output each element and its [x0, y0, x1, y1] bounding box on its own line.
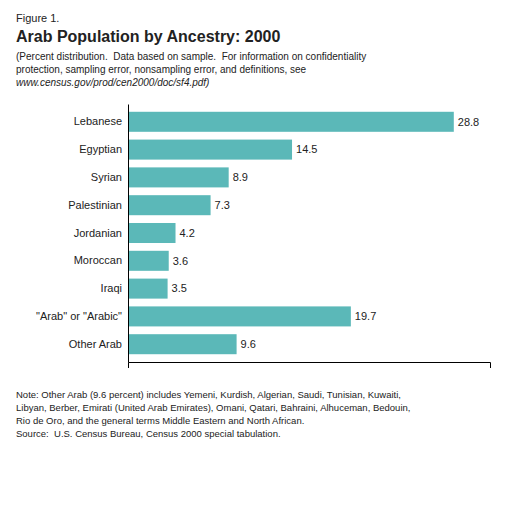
bar [128, 167, 229, 187]
data-label: 7.3 [215, 199, 230, 211]
y-tick: Other Arab [69, 338, 122, 350]
bar [128, 223, 176, 243]
chart-svg: Figure 1. Arab Population by Ancestry: 20… [0, 0, 526, 512]
y-tick-label: Other Arab [69, 338, 122, 350]
data-label: 9.6 [241, 338, 256, 350]
data-label: 4.2 [180, 227, 195, 239]
bar [128, 140, 292, 160]
data-label: 8.9 [233, 171, 248, 183]
plot: Lebanese Egyptian Syrian Palestinian Jordani… [36, 105, 490, 369]
y-axis: Lebanese Egyptian Syrian Palestinian Jordani… [36, 105, 128, 363]
data-label: 19.7 [355, 310, 376, 322]
title: Arab Population by Ancestry: 2000 [16, 28, 280, 45]
data-label: 14.5 [296, 143, 317, 155]
y-tick: Iraqi [101, 282, 122, 294]
x-axis-line [129, 363, 491, 369]
y-tick: Moroccan [74, 254, 122, 266]
chart-container: Figure 1. Arab Population by Ancestry: 20… [0, 0, 526, 512]
y-tick-label: Egyptian [79, 143, 122, 155]
data-label: 3.5 [172, 282, 187, 294]
y-tick-label: Palestinian [68, 199, 122, 211]
note-line: Note: Other Arab (9.6 percent) includes … [16, 389, 401, 400]
note-line: Source: U.S. Census Bureau, Census 2000 … [16, 428, 281, 439]
y-tick-label: Jordanian [74, 227, 122, 239]
note: Note: Other Arab (9.6 percent) includes … [16, 389, 410, 439]
y-tick: Syrian [91, 171, 122, 183]
bar [128, 334, 237, 354]
bar [128, 306, 351, 326]
y-tick-label: Syrian [91, 171, 122, 183]
data-label: 3.6 [173, 255, 188, 267]
bar [128, 279, 168, 299]
subtitle-line: protection, sampling error, nonsampling … [16, 64, 307, 75]
bar [128, 195, 211, 215]
y-tick-label: Moroccan [74, 254, 122, 266]
data-label: 28.8 [458, 116, 479, 128]
y-tick: "Arab" or "Arabic" [36, 310, 122, 322]
y-tick-label: Iraqi [101, 282, 122, 294]
y-tick: Palestinian [68, 199, 122, 211]
bar [128, 112, 454, 132]
note-line: Libyan, Berber, Emirati (United Arab Emi… [16, 402, 410, 413]
x-axis [129, 363, 491, 369]
note-line: Rio de Oro, and the general terms Middle… [16, 415, 304, 426]
bars [128, 112, 454, 354]
bar [128, 251, 169, 271]
data-labels: 28.8 14.5 8.9 7.3 4.2 3.6 3.5 19.7 9.6 [172, 116, 480, 350]
y-axis-line [128, 105, 129, 363]
y-tick: Jordanian [74, 227, 122, 239]
y-tick: Lebanese [74, 115, 122, 127]
y-tick: Egyptian [79, 143, 122, 155]
figure-label: Figure 1. [16, 12, 59, 24]
y-tick-label: "Arab" or "Arabic" [36, 310, 122, 322]
subtitle: (Percent distribution. Data based on sam… [16, 51, 366, 88]
y-tick-label: Lebanese [74, 115, 122, 127]
subtitle-line: www.census.gov/prod/cen2000/doc/sf4.pdf) [16, 77, 209, 88]
subtitle-line: (Percent distribution. Data based on sam… [16, 51, 366, 62]
